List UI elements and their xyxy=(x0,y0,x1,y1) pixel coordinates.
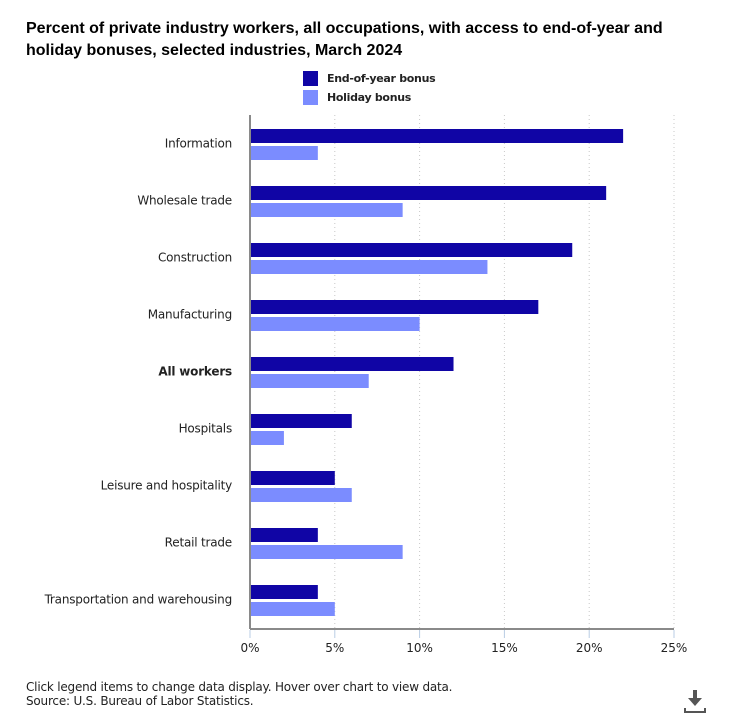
bar-chart[interactable]: Information — End-of-year bonus: 22% Info… xyxy=(0,0,737,680)
download-icon xyxy=(684,690,706,713)
bar-holiday[interactable]: Retail trade — Holiday bonus: 9% xyxy=(250,545,403,559)
bar-end-of-year[interactable]: Information — End-of-year bonus: 22% xyxy=(250,129,624,143)
bar-holiday[interactable]: Leisure and hospitality — Holiday bonus:… xyxy=(250,488,352,502)
bar-end-of-year[interactable]: Hospitals — End-of-year bonus: 6% xyxy=(250,414,352,428)
bar-holiday[interactable]: Manufacturing — Holiday bonus: 10% xyxy=(250,317,420,331)
category-label: Leisure and hospitality xyxy=(101,479,232,493)
bar-holiday[interactable]: Hospitals — Holiday bonus: 2% xyxy=(250,431,284,445)
footer-note: Click legend items to change data displa… xyxy=(26,680,453,694)
bar-end-of-year[interactable]: All workers — End-of-year bonus: 12% xyxy=(250,357,454,371)
legend-item-holiday[interactable]: Holiday bonus xyxy=(303,88,435,107)
category-label: Transportation and warehousing xyxy=(44,593,232,607)
bar-holiday[interactable]: Transportation and warehousing — Holiday… xyxy=(250,602,335,616)
chart-footer: Click legend items to change data displa… xyxy=(26,680,452,708)
bar-holiday[interactable]: Construction — Holiday bonus: 14% xyxy=(250,260,488,274)
x-tick-label: 25% xyxy=(661,641,688,655)
x-tick-label: 5% xyxy=(325,641,344,655)
category-label: Manufacturing xyxy=(148,308,232,322)
legend: End-of-year bonus Holiday bonus xyxy=(303,69,436,107)
legend-item-end-of-year[interactable]: End-of-year bonus xyxy=(303,69,436,88)
x-tick-label: 0% xyxy=(240,641,259,655)
download-button[interactable] xyxy=(682,688,708,714)
bar-holiday[interactable]: Wholesale trade — Holiday bonus: 9% xyxy=(250,203,403,217)
legend-label: End-of-year bonus xyxy=(327,72,436,85)
category-label: All workers xyxy=(158,365,232,379)
category-label: Information xyxy=(165,137,232,151)
bar-holiday[interactable]: All workers — Holiday bonus: 7% xyxy=(250,374,369,388)
x-tick-label: 10% xyxy=(406,641,433,655)
legend-label: Holiday bonus xyxy=(327,91,412,104)
legend-swatch-end-of-year xyxy=(303,71,318,86)
legend-swatch-holiday xyxy=(303,90,318,105)
bar-end-of-year[interactable]: Leisure and hospitality — End-of-year bo… xyxy=(250,471,335,485)
x-tick-label: 15% xyxy=(491,641,518,655)
category-label: Retail trade xyxy=(165,536,232,550)
category-label: Hospitals xyxy=(179,422,232,436)
bar-end-of-year[interactable]: Retail trade — End-of-year bonus: 4% xyxy=(250,528,318,542)
bar-holiday[interactable]: Information — Holiday bonus: 4% xyxy=(250,146,318,160)
chart-title: Percent of private industry workers, all… xyxy=(26,20,663,59)
footer-source: Source: U.S. Bureau of Labor Statistics. xyxy=(26,694,254,708)
bar-end-of-year[interactable]: Manufacturing — End-of-year bonus: 17% xyxy=(250,300,539,314)
category-label: Construction xyxy=(158,251,232,265)
bar-end-of-year[interactable]: Wholesale trade — End-of-year bonus: 21% xyxy=(250,186,607,200)
x-tick-label: 20% xyxy=(576,641,603,655)
category-label: Wholesale trade xyxy=(137,194,232,208)
bar-end-of-year[interactable]: Construction — End-of-year bonus: 19% xyxy=(250,243,573,257)
bar-end-of-year[interactable]: Transportation and warehousing — End-of-… xyxy=(250,585,318,599)
